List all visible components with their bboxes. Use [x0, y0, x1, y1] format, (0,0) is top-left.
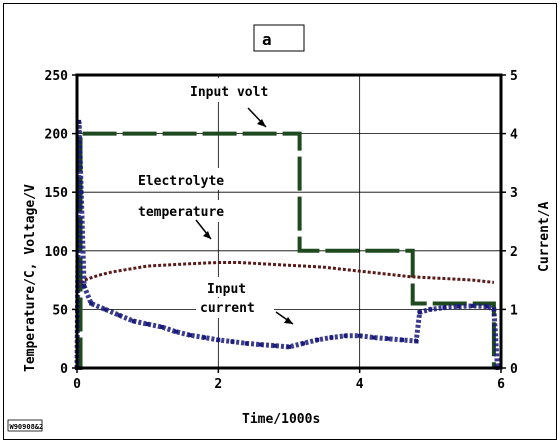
y-right-tick-label-1: 1	[510, 303, 518, 318]
x-axis-label: Time/1000s	[242, 412, 320, 427]
series-current-point-32	[470, 303, 475, 308]
y-left-tick-label-1: 50	[52, 303, 68, 318]
series-current-point-4	[89, 301, 94, 306]
series-current-point-21	[329, 335, 334, 340]
series-current-point-8	[145, 322, 150, 327]
x-tick-label-1: 2	[214, 377, 222, 392]
annotation-temp-bg-2	[134, 200, 242, 222]
series-current-point-25	[385, 336, 390, 341]
y-right-tick-label-3: 3	[510, 186, 518, 201]
series-current-line	[74, 121, 500, 369]
series-current-point-19	[301, 341, 306, 346]
arrowhead-volt	[257, 119, 266, 127]
series-current-point-24	[371, 335, 376, 340]
series-current-point-20	[315, 337, 320, 342]
title-box	[253, 24, 305, 52]
annotation-volt: Input volt	[190, 85, 268, 100]
annotation-current-line1: Input	[207, 282, 246, 297]
arrowhead-temp	[203, 231, 211, 239]
series-current-point-2	[79, 190, 84, 195]
series-current-point-34	[491, 307, 496, 312]
y-right-tick-label-4: 4	[510, 128, 518, 143]
stamp-text: W90908&2	[10, 423, 44, 431]
series-current-point-7	[131, 319, 136, 324]
series-current-point-26	[400, 337, 405, 342]
annotation-temp-line1: Electrolyte	[138, 174, 224, 189]
y-right-tick-label-5: 5	[510, 69, 518, 84]
series-current-point-31	[456, 304, 461, 309]
series-current-point-22	[343, 333, 348, 338]
figure-border	[3, 3, 557, 440]
series-current-point-29	[428, 307, 433, 312]
series-current-point-1	[77, 119, 82, 124]
series-temperature-line	[76, 261, 495, 288]
series-volt-line	[77, 131, 496, 370]
series-current-point-6	[117, 313, 122, 318]
y-left-tick-label-0: 0	[60, 362, 68, 377]
series-current-point-9	[159, 324, 164, 329]
annotation-current-bg-1	[203, 277, 255, 297]
series-current-point-17	[272, 343, 277, 348]
x-tick-label-2: 4	[356, 377, 364, 392]
y-left-tick-label-5: 250	[45, 69, 69, 84]
annotation-temp-line2: temperature	[138, 205, 224, 220]
y-left-tick-label-3: 150	[45, 186, 69, 201]
series-current-point-30	[442, 305, 447, 310]
y-right-tick-label-0: 0	[510, 362, 518, 377]
y-left-tick-label-4: 200	[45, 128, 69, 143]
series-current-point-16	[258, 342, 263, 347]
x-tick-label-3: 6	[497, 377, 505, 392]
y-right-tick-label-2: 2	[510, 245, 518, 260]
y-left-tick-label-2: 100	[45, 245, 69, 260]
series-current-point-33	[484, 304, 489, 309]
series-current-point-18	[287, 344, 291, 349]
series-current-point-5	[103, 307, 108, 312]
plot-area	[75, 73, 503, 370]
series-current-point-12	[202, 335, 207, 340]
series-current-point-11	[188, 333, 193, 338]
annotation-current-bg-2	[196, 298, 274, 318]
series-current-point-27	[414, 339, 419, 344]
series-current-point-10	[173, 329, 178, 334]
annotation-current-line2: current	[200, 301, 255, 316]
series-layer	[74, 119, 500, 370]
chart-title: a	[262, 30, 272, 49]
x-tick-label-0: 0	[73, 377, 81, 392]
series-current-point-23	[357, 333, 362, 338]
y-axis-label-right: Current/A	[537, 201, 552, 272]
series-current-point-3	[82, 283, 87, 288]
series-current-point-13	[216, 337, 221, 342]
stamp-box	[7, 419, 43, 432]
y-axis-label-left: Temperature/C, Voltage/V	[23, 184, 38, 372]
annotation-layer: Input volt Electrolyte temperature Input…	[132, 78, 294, 325]
series-current-point-15	[244, 341, 249, 346]
series-current-point-14	[230, 339, 235, 344]
annotation-volt-bg	[185, 78, 283, 102]
arrowhead-current	[284, 317, 293, 324]
annotation-temp-bg-1	[132, 168, 248, 190]
series-current-point-28	[417, 310, 422, 315]
